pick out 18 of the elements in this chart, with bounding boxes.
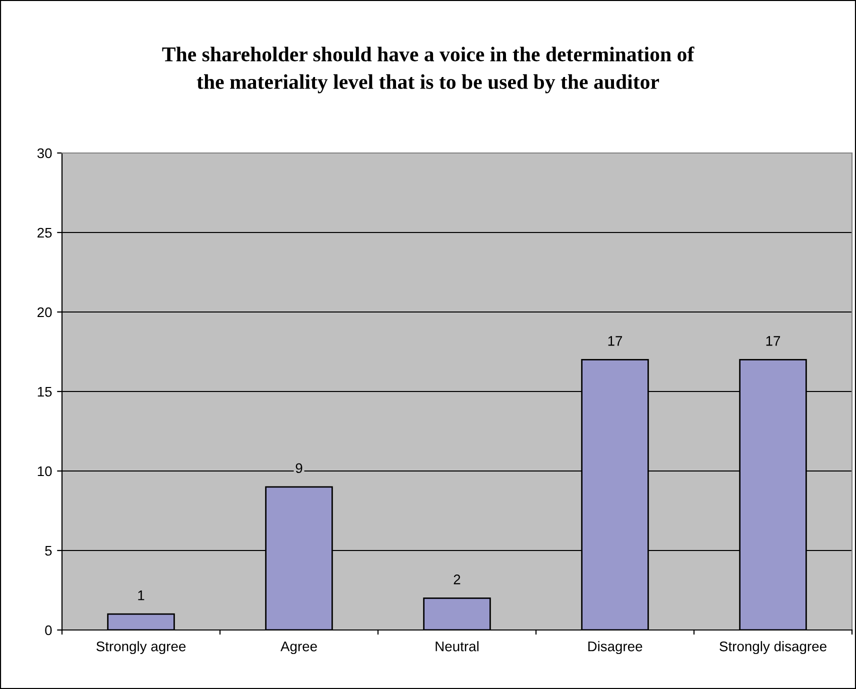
data-label: 2 bbox=[454, 574, 460, 584]
data-label: 17 bbox=[608, 336, 622, 346]
y-tick-label: 15 bbox=[38, 386, 52, 397]
x-tick-label: Strongly agree bbox=[96, 641, 186, 654]
data-label: 17 bbox=[766, 336, 780, 346]
data-label: 9 bbox=[296, 463, 302, 474]
y-tick-label: 30 bbox=[37, 148, 52, 158]
x-tick-label: Neutral bbox=[436, 641, 478, 652]
x-tick-label: Disagree bbox=[588, 641, 642, 654]
y-tick-label: 25 bbox=[38, 228, 52, 238]
data-label: 1 bbox=[138, 590, 144, 600]
y-tick-label: 20 bbox=[38, 307, 52, 318]
y-tick-label: 0 bbox=[45, 625, 52, 636]
x-tick-label: Strongly disagree bbox=[720, 641, 826, 654]
y-tick-label: 10 bbox=[38, 466, 52, 476]
chart-title: The shareholder should have a voice in the determination of the materiality level that is to be used by the auditor bbox=[162, 46, 694, 94]
y-tick-label: 5 bbox=[45, 546, 52, 556]
x-tick-label: Agree bbox=[280, 642, 317, 654]
